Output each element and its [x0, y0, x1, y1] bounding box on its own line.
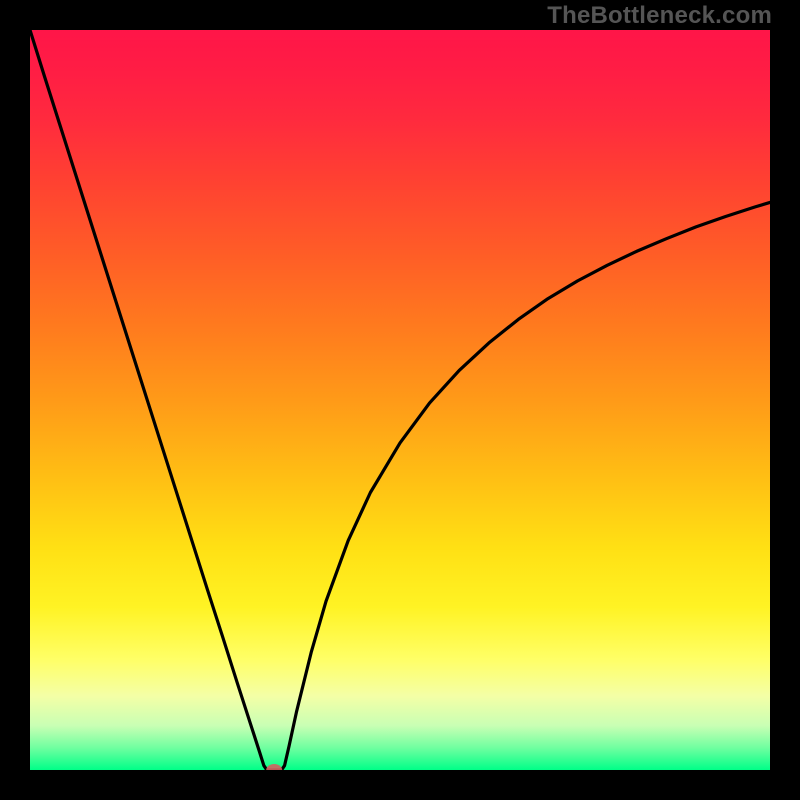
chart-frame: TheBottleneck.com: [0, 0, 800, 800]
curve-path: [30, 30, 770, 770]
plot-area: [30, 30, 770, 770]
watermark-label: TheBottleneck.com: [547, 2, 772, 30]
minimum-marker: [266, 764, 282, 770]
bottleneck-curve: [30, 30, 770, 770]
